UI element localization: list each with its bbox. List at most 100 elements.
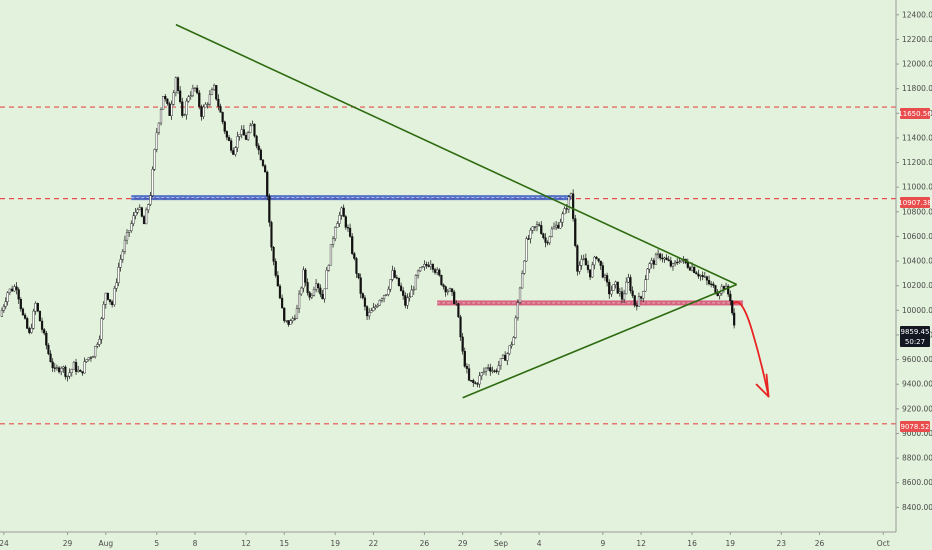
candle-2 xyxy=(4,297,7,310)
candle-129 xyxy=(274,258,277,278)
candle-191 xyxy=(406,293,409,309)
candle-99 xyxy=(210,87,214,96)
candle-121 xyxy=(257,143,260,155)
candle-165 xyxy=(351,233,354,256)
candle-140 xyxy=(297,290,301,314)
candle-202 xyxy=(429,260,432,270)
candle-65 xyxy=(138,204,141,211)
candle-320 xyxy=(680,260,683,263)
candle-11 xyxy=(23,312,27,320)
candle-117 xyxy=(249,122,252,134)
price-tick-14: 11200.00 xyxy=(902,158,932,167)
candle-68 xyxy=(145,207,148,225)
price-axis[interactable]: 8400.00 8600.00 8800.00 9000.00 9200.00 9400.… xyxy=(896,10,932,512)
candle-34 xyxy=(72,361,76,370)
candle-146 xyxy=(310,293,313,300)
candle-1 xyxy=(2,304,5,313)
level-2-label-bg xyxy=(900,197,930,208)
candle-92 xyxy=(196,84,199,95)
candle-342 xyxy=(727,284,730,297)
candle-189 xyxy=(402,287,405,300)
plot-background xyxy=(0,0,896,532)
candle-131 xyxy=(278,283,282,300)
time-tick-11: Sep xyxy=(494,539,508,548)
candle-124 xyxy=(264,164,267,173)
candle-247 xyxy=(525,236,528,262)
candle-218 xyxy=(463,347,466,368)
candle-216 xyxy=(459,314,462,341)
candle-151 xyxy=(321,289,324,300)
candle-60 xyxy=(128,230,131,238)
candle-113 xyxy=(240,125,243,139)
candle-72 xyxy=(153,148,156,171)
candle-27 xyxy=(57,366,61,374)
candle-45 xyxy=(96,342,99,349)
price-tick-15: 11400.00 xyxy=(902,133,932,142)
candle-81 xyxy=(172,90,175,106)
time-tick-7: 19 xyxy=(330,539,340,548)
candle-172 xyxy=(365,305,369,320)
candle-152 xyxy=(323,288,326,303)
candle-44 xyxy=(94,345,97,359)
candle-137 xyxy=(291,316,294,324)
candle-106 xyxy=(225,130,228,141)
candle-242 xyxy=(514,315,517,339)
time-axis[interactable]: 24 29 Aug 5 8 12 15 19 22 26 29 Sep 4 9 12 16 19 23 26 Oct xyxy=(0,532,890,548)
candle-153 xyxy=(325,266,328,290)
candle-294 xyxy=(625,277,628,295)
candle-284 xyxy=(603,273,607,281)
candle-184 xyxy=(391,265,394,282)
candle-200 xyxy=(425,261,428,269)
candle-160 xyxy=(340,206,343,220)
projection-arrow xyxy=(733,301,770,398)
candle-76 xyxy=(162,96,165,110)
candle-132 xyxy=(280,294,284,309)
candle-3 xyxy=(6,291,9,306)
candle-130 xyxy=(276,271,279,287)
candle-207 xyxy=(440,274,443,286)
price-tick-1: 8600.00 xyxy=(902,478,932,487)
level-1-label: 11650.56 xyxy=(898,110,932,118)
candle-147 xyxy=(312,286,316,297)
candle-84 xyxy=(179,86,182,104)
candle-250 xyxy=(531,226,534,234)
candle-128 xyxy=(272,246,275,266)
current-price-label: 9859.45 xyxy=(901,328,930,336)
candle-267 xyxy=(567,194,570,213)
candle-78 xyxy=(166,98,169,106)
candle-109 xyxy=(232,147,235,156)
candle-167 xyxy=(355,256,358,279)
candle-310 xyxy=(659,252,662,261)
price-tick-8: 10000.00 xyxy=(902,306,932,315)
candle-317 xyxy=(673,260,677,267)
candle-94 xyxy=(200,104,203,121)
candle-75 xyxy=(159,107,163,126)
price-candles xyxy=(0,76,736,388)
candle-312 xyxy=(663,256,666,263)
candle-126 xyxy=(268,193,271,227)
candle-164 xyxy=(348,223,352,238)
candle-343 xyxy=(729,290,732,306)
candle-74 xyxy=(157,122,160,135)
candle-108 xyxy=(230,138,233,153)
candle-316 xyxy=(671,262,675,271)
candle-330 xyxy=(701,271,704,281)
candle-220 xyxy=(467,364,471,382)
candle-95 xyxy=(202,104,205,120)
candle-345 xyxy=(733,308,736,329)
candle-150 xyxy=(319,284,322,298)
candle-36 xyxy=(77,365,80,373)
candle-192 xyxy=(408,292,411,302)
candle-118 xyxy=(251,120,254,127)
candle-176 xyxy=(374,304,377,310)
candle-21 xyxy=(45,330,48,350)
trendline-2 xyxy=(462,283,737,399)
candle-186 xyxy=(395,274,398,280)
candle-64 xyxy=(136,207,139,215)
time-tick-16: 19 xyxy=(726,539,736,548)
candle-7 xyxy=(15,282,18,295)
candle-261 xyxy=(555,220,558,230)
candle-139 xyxy=(295,304,299,320)
